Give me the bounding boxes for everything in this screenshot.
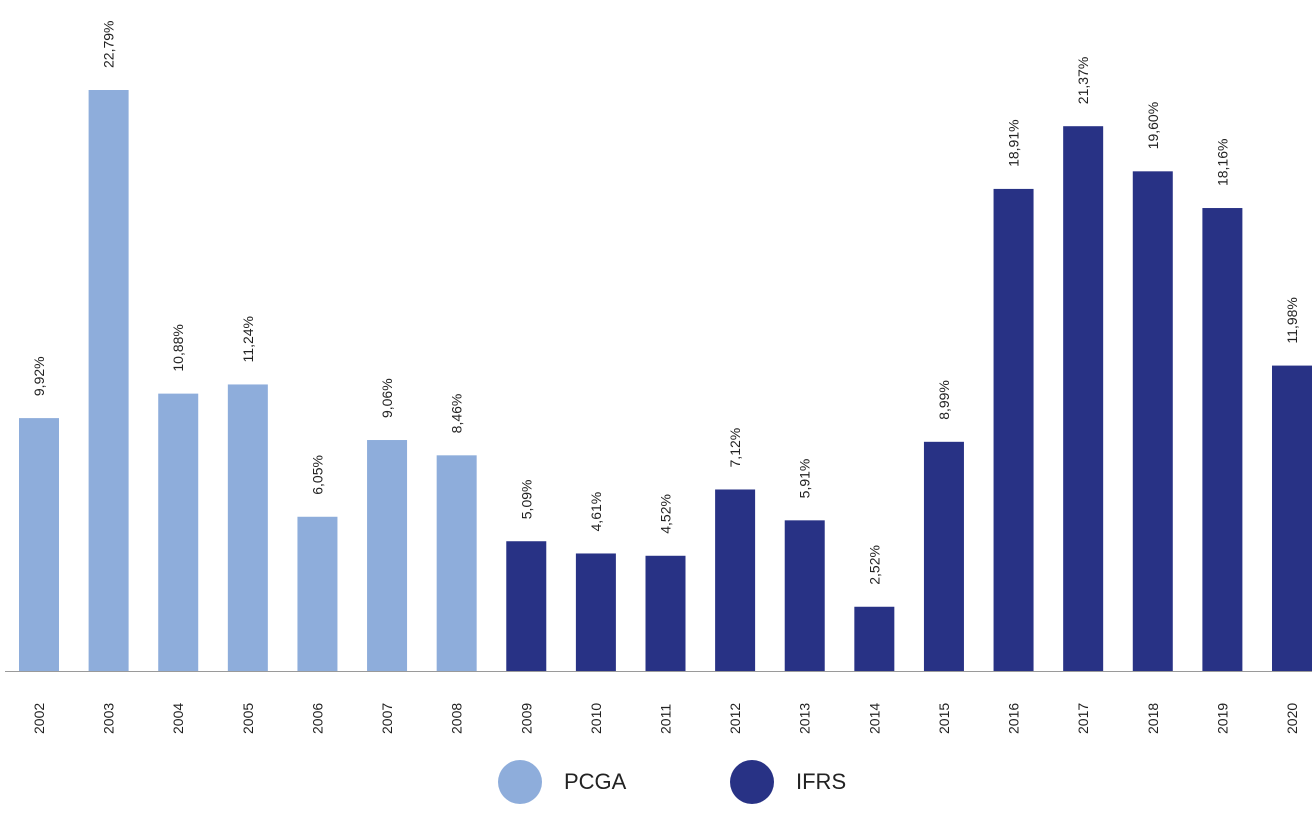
category-label-2017: 2017	[1075, 703, 1091, 734]
value-label-2013: 5,91%	[797, 459, 813, 499]
category-label-2006: 2006	[309, 703, 325, 734]
category-label-2002: 2002	[31, 703, 47, 734]
legend-item-ifrs: IFRS	[730, 760, 846, 804]
bar-2004	[158, 393, 199, 671]
value-label-2002: 9,92%	[31, 356, 47, 396]
bar-2002	[19, 418, 59, 671]
bar-2017	[1063, 126, 1104, 671]
bar-2010	[575, 553, 616, 671]
bar-2013	[784, 520, 825, 671]
legend-item-pcga: PCGA	[498, 760, 626, 804]
category-labels-group: 2002 2003 2004 2005 2006 2007 2008 2009 2010 2011…	[31, 703, 1300, 734]
bar-2015	[923, 441, 964, 671]
bar-2018	[1132, 171, 1173, 671]
category-label-2020: 2020	[1284, 703, 1300, 734]
bar-2007	[367, 440, 408, 671]
category-label-2014: 2014	[866, 703, 882, 734]
bar-2011	[645, 555, 686, 671]
value-label-2006: 6,05%	[309, 455, 325, 495]
category-label-2013: 2013	[797, 703, 813, 734]
category-label-2015: 2015	[936, 703, 952, 734]
category-label-2007: 2007	[379, 703, 395, 734]
bars-group	[19, 90, 1312, 672]
legend-swatch-pcga	[498, 760, 542, 804]
value-label-2011: 4,52%	[658, 494, 674, 534]
category-label-2003: 2003	[101, 703, 117, 734]
category-label-2004: 2004	[170, 703, 186, 734]
bar-2005	[227, 384, 268, 671]
value-label-2019: 18,16%	[1214, 139, 1230, 186]
category-label-2018: 2018	[1145, 703, 1161, 734]
value-label-2016: 18,91%	[1006, 119, 1022, 166]
legend-swatch-ifrs	[730, 760, 774, 804]
value-label-2017: 21,37%	[1075, 57, 1091, 104]
category-label-2016: 2016	[1006, 703, 1022, 734]
value-label-2014: 2,52%	[866, 545, 882, 585]
value-label-2003: 22,79%	[101, 21, 117, 68]
value-label-2004: 10,88%	[170, 324, 186, 371]
bar-chart: 9,92% 22,79% 10,88% 11,24% 6,05% 9,06% 8,46% 5,…	[5, 21, 1312, 734]
value-label-2010: 4,61%	[588, 492, 604, 532]
bar-2009	[506, 541, 547, 671]
value-label-2005: 11,24%	[240, 316, 256, 362]
category-label-2011: 2011	[658, 704, 674, 734]
category-label-2010: 2010	[588, 703, 604, 734]
value-labels-group: 9,92% 22,79% 10,88% 11,24% 6,05% 9,06% 8,46% 5,…	[31, 21, 1300, 585]
value-label-2007: 9,06%	[379, 378, 395, 418]
bar-2020	[1272, 365, 1312, 671]
legend-label-pcga: PCGA	[564, 769, 627, 794]
bar-2003	[88, 90, 129, 671]
category-label-2009: 2009	[518, 703, 534, 734]
value-label-2018: 19,60%	[1145, 102, 1161, 149]
value-label-2009: 5,09%	[518, 480, 534, 520]
value-label-2020: 11,98%	[1284, 297, 1300, 343]
value-label-2015: 8,99%	[936, 380, 952, 420]
legend-label-ifrs: IFRS	[796, 769, 847, 794]
category-label-2019: 2019	[1214, 703, 1230, 734]
bar-2014	[854, 606, 895, 671]
value-label-2012: 7,12%	[727, 428, 743, 468]
bar-2008	[436, 455, 477, 671]
bar-2012	[715, 489, 756, 671]
bar-2016	[993, 188, 1034, 671]
legend: PCGA IFRS	[0, 760, 1312, 810]
value-label-2008: 8,46%	[449, 394, 465, 434]
bar-2019	[1202, 208, 1243, 672]
category-label-2008: 2008	[449, 703, 465, 734]
bar-2006	[297, 516, 338, 671]
category-label-2005: 2005	[240, 703, 256, 734]
category-label-2012: 2012	[727, 703, 743, 734]
